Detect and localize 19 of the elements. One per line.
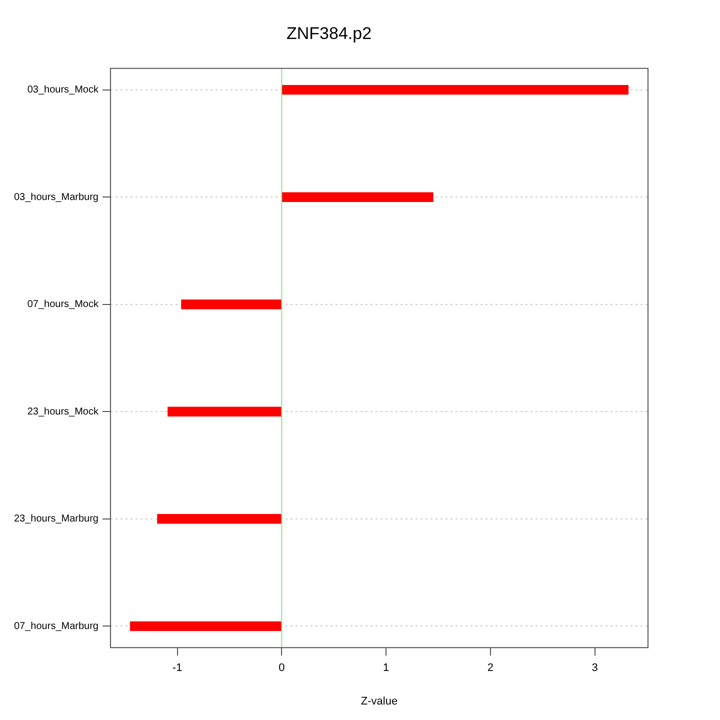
- y-tick-label: 03_hours_Mock: [27, 84, 100, 96]
- x-tick-label: 3: [592, 662, 598, 674]
- bar: [168, 406, 282, 416]
- bar: [157, 514, 282, 524]
- x-tick-label: 2: [487, 662, 494, 674]
- chart-title: ZNF384.p2: [286, 24, 372, 43]
- bar: [130, 621, 282, 631]
- y-tick-label: 03_hours_Marburg: [14, 192, 98, 203]
- x-axis-title: Z-value: [360, 695, 398, 708]
- y-tick-label: 07_hours_Marburg: [14, 620, 98, 632]
- bar: [181, 300, 282, 310]
- x-tick-label: -1: [172, 662, 182, 674]
- y-tick-label: 07_hours_Mock: [27, 299, 100, 310]
- y-tick-label: 23_hours_Marburg: [14, 514, 98, 525]
- x-tick-label: 0: [278, 662, 285, 674]
- x-tick-label: 1: [382, 662, 390, 674]
- bar: [282, 192, 434, 202]
- bar: [282, 85, 628, 95]
- y-tick-label: 23_hours_Mock: [27, 406, 100, 418]
